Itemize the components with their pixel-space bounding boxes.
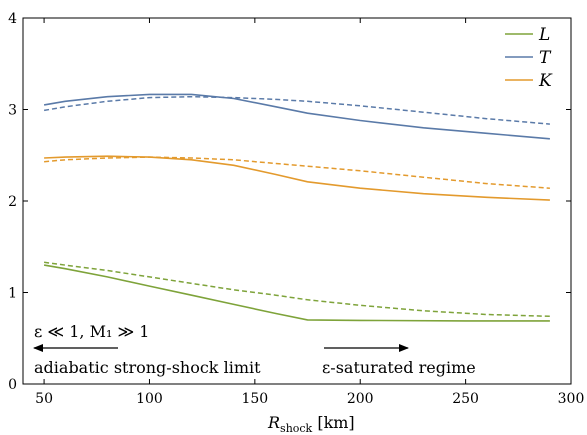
x-tick-label: 250 (452, 391, 479, 407)
legend-label-l: L (538, 25, 550, 45)
series-t-solid-line (43, 93, 550, 140)
legend-label-k: K (538, 71, 553, 91)
x-tick-label: 100 (136, 391, 163, 407)
x-tick-label: 200 (347, 391, 374, 407)
legend-label-t: T (539, 48, 552, 68)
y-tick-label: 4 (8, 11, 17, 27)
y-tick-label: 1 (8, 286, 17, 302)
axis-ticks: 50 100 150 200 250 300 0 1 2 3 4 (8, 11, 584, 407)
x-tick-label: 300 (558, 391, 585, 407)
series-k-dashed-line (44, 156, 550, 189)
series-l-dashed-line (44, 261, 550, 318)
annotation-right-regime: ε-saturated regime (322, 358, 476, 377)
annotation-left-condition: ε ≪ 1, M₁ ≫ 1 (34, 322, 149, 341)
x-axis-title-sub: shock (280, 422, 313, 435)
y-tick-label: 2 (8, 194, 17, 210)
series-layer (43, 93, 550, 322)
series-l-solid-line (43, 264, 550, 322)
y-tick-label: 3 (8, 103, 17, 119)
annotation-left-regime: adiabatic strong-shock limit (34, 358, 261, 377)
y-tick-label: 0 (8, 377, 17, 393)
legend: LTK (505, 25, 553, 91)
x-tick-label: 150 (241, 391, 268, 407)
series-k-solid-line (44, 155, 550, 201)
series-t-dashed-line (43, 95, 550, 125)
x-axis-title-unit: [km] (312, 413, 354, 432)
x-axis-title: Rshock [km] (267, 413, 355, 435)
x-axis-title-main: R (267, 413, 280, 432)
x-tick-label: 50 (35, 391, 53, 407)
